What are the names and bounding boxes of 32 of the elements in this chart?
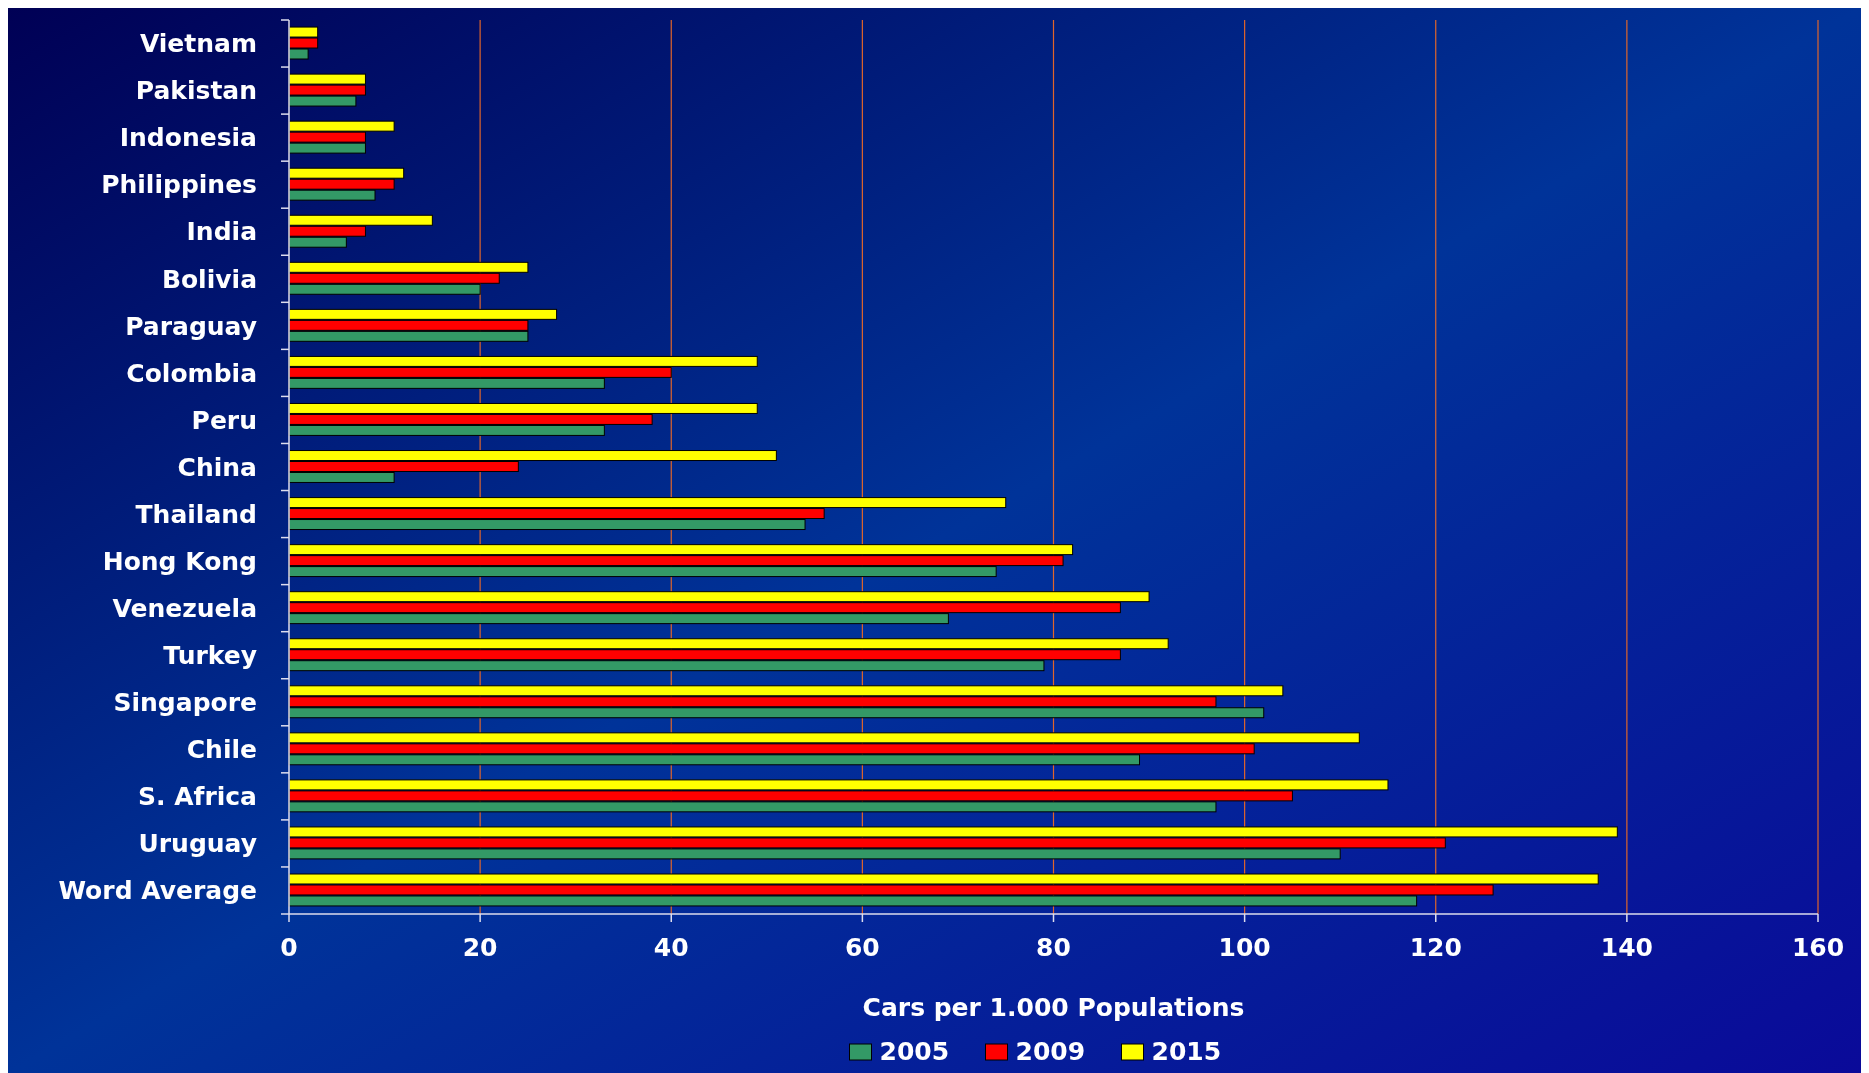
x-tick-label: 0 bbox=[280, 933, 298, 962]
y-tick-label: Paraguay bbox=[125, 311, 257, 341]
y-tick-label: Turkey bbox=[163, 640, 257, 670]
y-tick-label: India bbox=[186, 217, 257, 247]
x-tick-label: 20 bbox=[462, 933, 498, 962]
x-axis-title: Cars per 1.000 Populations bbox=[862, 993, 1245, 1022]
x-tick-label: 120 bbox=[1409, 933, 1462, 962]
y-tick-label: Word Average bbox=[58, 876, 257, 906]
x-tick-label: 40 bbox=[653, 933, 689, 962]
x-tick-label: 100 bbox=[1218, 933, 1271, 962]
y-tick-label: Venezuela bbox=[112, 593, 257, 623]
x-tick-label: 80 bbox=[1036, 933, 1071, 962]
y-tick-label: Hong Kong bbox=[102, 546, 257, 576]
legend-label: 2009 bbox=[1015, 1037, 1086, 1066]
legend-label: 2015 bbox=[1151, 1037, 1222, 1066]
y-tick-label: Thailand bbox=[135, 499, 257, 529]
y-tick-label: Bolivia bbox=[161, 264, 257, 294]
y-tick-label: China bbox=[177, 452, 257, 482]
x-tick-label: 160 bbox=[1791, 933, 1845, 962]
y-tick-label: Singapore bbox=[113, 688, 257, 718]
x-tick-label: 140 bbox=[1600, 933, 1653, 962]
y-tick-label: Pakistan bbox=[135, 76, 257, 106]
y-tick-label: Peru bbox=[191, 405, 257, 435]
y-tick-label: Uruguay bbox=[138, 829, 257, 859]
y-tick-label: Vietnam bbox=[139, 29, 257, 59]
y-tick-label: Indonesia bbox=[119, 123, 257, 153]
x-tick-label: 60 bbox=[844, 933, 880, 962]
y-tick-label: Colombia bbox=[126, 358, 257, 388]
y-tick-label: Philippines bbox=[101, 170, 257, 200]
legend-label: 2005 bbox=[879, 1037, 950, 1066]
y-tick-label: S. Africa bbox=[137, 782, 257, 812]
y-tick-label: Chile bbox=[186, 735, 257, 765]
